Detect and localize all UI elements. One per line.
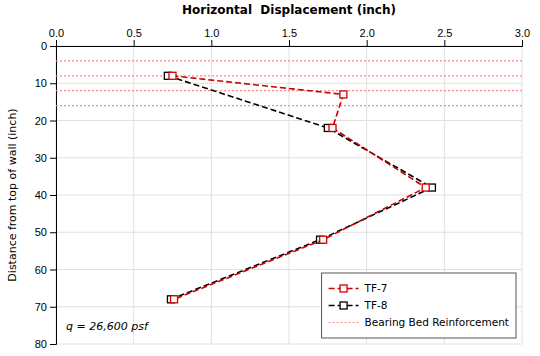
y-tick: 20 [35,115,56,127]
x-tick-label: 1.0 [204,27,219,39]
legend-marker [340,302,347,309]
annotation: q = 26,600 psf [66,320,150,333]
grid-line [56,344,522,345]
x-tick-mark [134,40,135,46]
x-tick-mark [522,40,523,46]
y-tick-label: 70 [35,301,47,313]
legend-frame [322,273,516,338]
reference-lines [56,61,522,106]
x-tick-label: 0.0 [49,27,64,39]
y-tick: 40 [35,189,56,201]
x-tick: 2.0 [360,27,375,46]
y-tick: 30 [35,152,56,164]
x-tick-mark [56,40,57,46]
series [164,72,435,302]
y-tick-mark [50,121,56,122]
grid-line [56,269,522,270]
chart: 0.0 0.5 1.0 1.5 2.0 2.5 3.0 0 10 20 30 40 50 60 70 80 q … [0,0,540,356]
y-tick-label: 50 [35,226,47,238]
y-axis: 0 10 20 30 40 50 60 70 80 [35,40,57,350]
line [168,76,432,299]
y-tick-mark [50,307,56,308]
reference-line [56,60,522,61]
x-tick-mark [211,40,212,46]
marker [171,296,178,303]
reference-line [56,105,522,106]
x-tick-label: 3.0 [515,27,530,39]
x-tick: 0.5 [127,27,142,46]
legend-label: TF-7 [364,282,388,294]
y-tick-mark [50,46,56,47]
marker [169,72,176,79]
grid-line [56,83,522,84]
legend-item: Bearing Bed Reinforcement [329,316,509,328]
x-tick: 0.0 [49,27,64,46]
y-tick-mark [50,344,56,345]
x-axis: 0.0 0.5 1.0 1.5 2.0 2.5 3.0 [49,27,530,47]
y-tick: 70 [35,301,56,313]
marker [422,184,429,191]
y-tick-label: 80 [35,338,47,350]
y-tick-mark [50,232,56,233]
x-tick-mark [444,40,445,46]
reference-line [56,90,522,91]
x-tick-mark [367,40,368,46]
x-tick-label: 2.0 [360,27,375,39]
y-tick-label: 20 [35,115,47,127]
y-tick-label: 10 [35,77,47,89]
grid [56,46,522,344]
x-tick-mark [289,40,290,46]
y-tick-label: 40 [35,189,47,201]
legend-marker [340,285,347,292]
y-tick-label: 30 [35,152,47,164]
legend-item: TF-7 [329,282,388,294]
y-tick-label: 0 [41,40,47,52]
marker [320,236,327,243]
y-tick: 10 [35,77,56,89]
x-axis-line [57,40,523,47]
grid-line [56,157,522,158]
series [169,72,429,302]
reference-line [56,75,522,76]
y-axis-line [50,47,57,345]
legend-item: TF-8 [329,299,388,311]
marker [329,124,336,131]
legend-label: Bearing Bed Reinforcement [365,316,509,328]
y-tick: 80 [35,338,56,350]
y-axis-title: Distance from top of wall (inch) [6,108,19,281]
y-tick-mark [50,195,56,196]
legend: TF-7 TF-8 Bearing Bed Reinforcement [322,273,516,338]
y-tick: 0 [41,40,56,52]
grid-line [56,120,522,121]
legend-label: TF-8 [364,299,388,311]
chart-container: 0.0 0.5 1.0 1.5 2.0 2.5 3.0 0 10 20 30 40 50 60 70 80 q … [0,0,540,356]
x-tick: 1.5 [282,27,297,46]
x-tick: 3.0 [515,27,530,46]
legend-swatch [329,322,359,323]
y-tick: 50 [35,226,56,238]
y-tick-mark [50,270,56,271]
x-tick-label: 1.5 [282,27,297,39]
x-tick: 2.5 [437,27,452,46]
x-tick: 1.0 [204,27,219,46]
x-tick-label: 2.5 [437,27,452,39]
plot: 0.0 0.5 1.0 1.5 2.0 2.5 3.0 0 10 20 30 40 50 60 70 80 q … [35,27,530,350]
title: Horizontal Displacement (inch) [182,3,396,17]
x-tick-label: 0.5 [127,27,142,39]
grid-line [56,232,522,233]
y-tick: 60 [35,264,56,276]
y-tick-mark [50,83,56,84]
marker [340,91,347,98]
y-tick-label: 60 [35,264,47,276]
line [173,76,426,299]
y-tick-mark [50,158,56,159]
grid-line [56,195,522,196]
marks [56,61,522,303]
